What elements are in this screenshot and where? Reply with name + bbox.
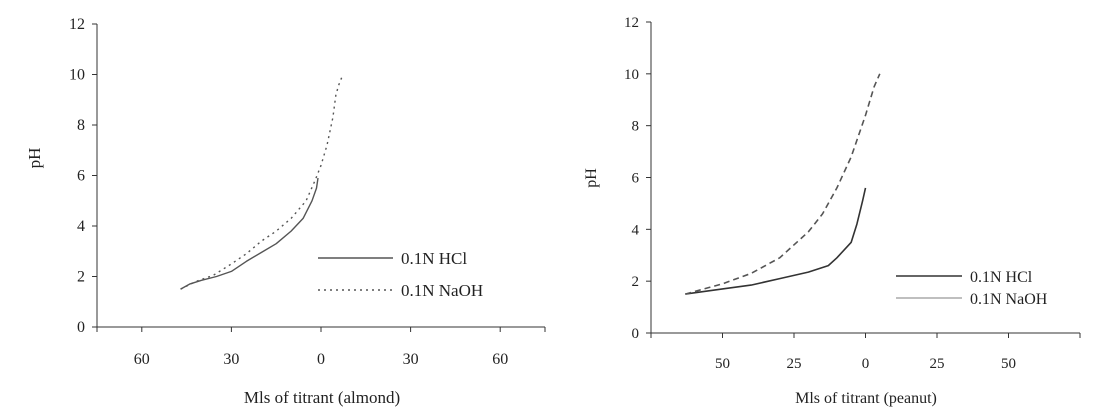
y-tick-label: 4 — [632, 222, 640, 238]
legend-label-1: 0.1N HCl — [970, 269, 1033, 286]
x-tick-label: 60 — [134, 351, 150, 368]
series-line-1 — [180, 177, 319, 290]
series-line-2 — [685, 73, 881, 295]
y-tick-label: 4 — [77, 218, 85, 235]
y-tick-label: 2 — [632, 274, 640, 290]
legend: 0.1N HCl 0.1N NaOH — [318, 249, 483, 300]
y-tick-label: 0 — [632, 326, 640, 342]
x-tick-label: 50 — [1001, 356, 1016, 372]
chart-2: 0 2 4 6 8 10 12 50 25 0 25 50 Mls of titrant (peanut… — [583, 15, 1081, 407]
x-tick-label: 50 — [715, 356, 730, 372]
y-tick-label: 10 — [624, 67, 639, 83]
x-tick-label: 60 — [492, 351, 508, 368]
y-tick-label: 0 — [77, 319, 85, 336]
y-axis-label: pH — [25, 148, 44, 169]
x-tick-label: 30 — [223, 351, 239, 368]
legend-label-2: 0.1N NaOH — [970, 291, 1048, 308]
legend-label-2: 0.1N NaOH — [401, 281, 483, 300]
series-line-1 — [685, 187, 867, 295]
y-axis-label: pH — [583, 168, 600, 188]
y-tick-label: 12 — [624, 15, 639, 31]
y-tick-label: 10 — [69, 67, 85, 84]
x-tick-label: 30 — [403, 351, 419, 368]
x-axis-label: Mls of titrant (almond) — [244, 388, 400, 407]
y-tick-label: 2 — [77, 269, 85, 286]
y-tick-label: 12 — [69, 16, 85, 33]
y-tick-label: 8 — [77, 117, 85, 134]
y-tick-label: 6 — [632, 171, 640, 187]
y-tick-label: 8 — [632, 119, 640, 135]
x-tick-label: 25 — [930, 356, 945, 372]
legend: 0.1N HCl 0.1N NaOH — [896, 269, 1048, 308]
x-tick-label: 25 — [787, 356, 802, 372]
chart-1: 0 2 4 6 8 10 12 60 30 0 30 60 Mls of titrant (almond… — [25, 16, 546, 407]
x-tick-label: 0 — [317, 351, 325, 368]
x-axis-label: Mls of titrant (peanut) — [795, 390, 937, 407]
legend-label-1: 0.1N HCl — [401, 249, 467, 268]
y-tick-label: 6 — [77, 168, 85, 185]
x-tick-label: 0 — [862, 356, 870, 372]
